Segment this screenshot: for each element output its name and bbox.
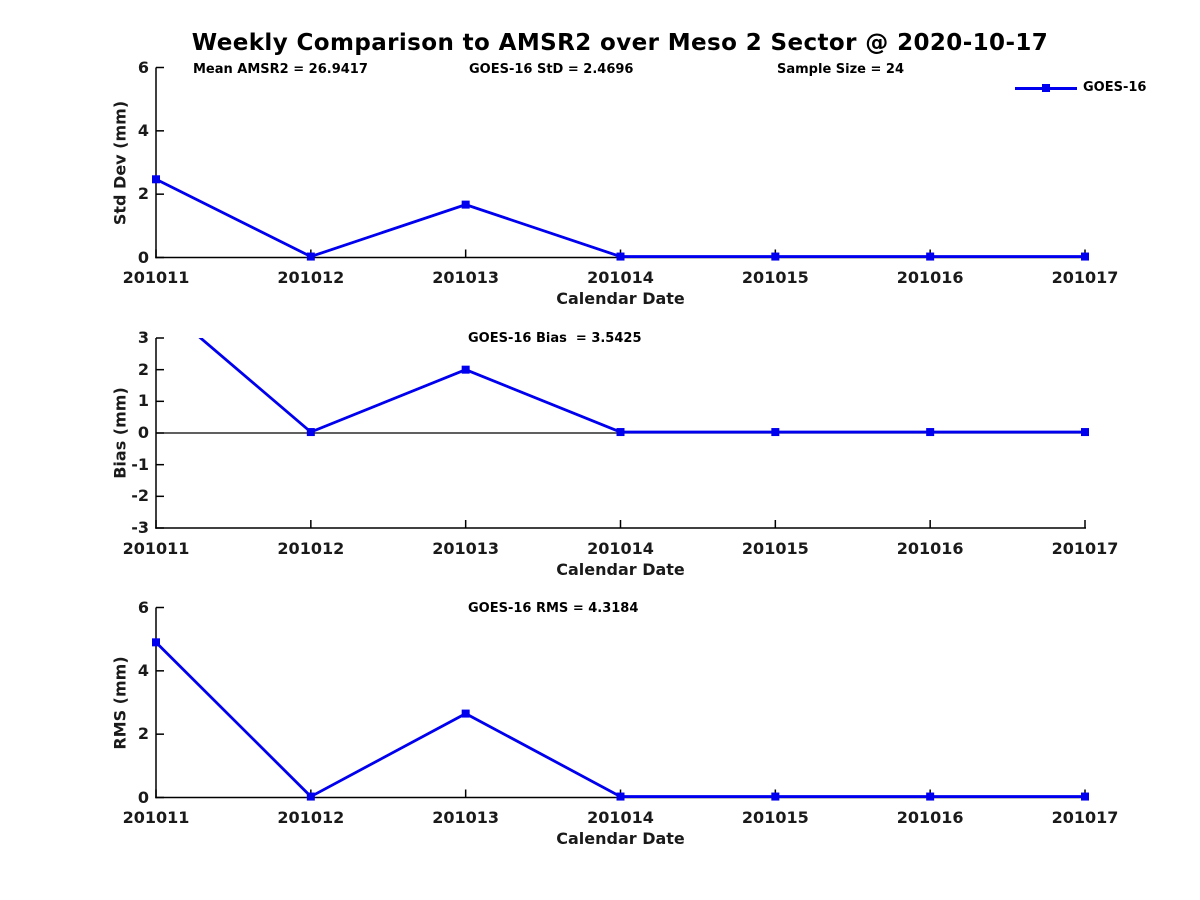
stddev-x-axis-label: Calendar Date [556,289,685,308]
x-tick-label: 201013 [432,538,500,558]
data-line [198,338,1085,434]
x-tick-label: 201016 [896,268,964,287]
rms-x-axis-label: Calendar Date [556,829,685,848]
x-tick-label: 201016 [896,538,964,558]
x-tick-label: 201011 [122,538,190,558]
data-marker [306,428,315,437]
x-tick-label: 201017 [1051,268,1119,287]
data-marker [152,638,160,647]
legend-label: GOES-16 [1083,80,1147,95]
data-marker [926,252,935,261]
legend: GOES-16 [1015,80,1185,96]
data-line [155,178,1085,259]
y-tick-label: -2 [131,486,149,506]
data-marker [926,792,935,801]
bias-x-axis-label: Calendar Date [556,559,685,579]
y-tick-label: 6 [137,57,149,77]
subplot-axes-0 [152,66,1089,261]
x-tick-label: 201017 [1051,808,1119,827]
x-tick-label: 201014 [587,808,654,827]
data-marker [306,252,315,261]
y-tick-label: 4 [137,120,149,140]
data-marker [771,252,780,261]
y-tick-label: 2 [137,184,149,204]
x-tick-label: 201011 [122,808,190,827]
y-tick-label: 2 [137,724,149,744]
stat-goes16-std: GOES-16 StD = 2.4696 [469,62,634,77]
y-tick-label: 0 [137,247,149,267]
x-tick-label: 201014 [587,268,654,287]
data-marker [616,428,625,437]
x-tick-label: 201012 [277,538,345,558]
data-line [155,641,1085,799]
data-marker [1081,792,1089,801]
data-marker [306,792,315,801]
x-tick-label: 201014 [587,538,654,558]
data-marker [616,252,625,261]
x-tick-label: 201012 [277,268,345,287]
x-tick-label: 201016 [896,808,964,827]
data-marker [771,792,780,801]
data-marker [461,365,470,374]
stat-mean-amsr2: Mean AMSR2 = 26.9417 [193,62,368,77]
x-tick-label: 201013 [432,268,500,287]
subplot-axes-1 [155,337,1089,529]
y-tick-label: -3 [131,518,149,537]
y-tick-label: 4 [137,660,149,680]
figure-title: Weekly Comparison to AMSR2 over Meso 2 S… [191,30,1049,56]
x-tick-label: 201015 [741,268,809,287]
y-tick-label: 0 [137,423,149,442]
x-tick-label: 201012 [277,808,345,827]
x-tick-label: 201011 [122,268,190,287]
data-marker [616,792,625,801]
x-tick-label: 201013 [432,808,500,827]
data-marker [461,709,470,718]
y-tick-label: 6 [137,597,149,617]
data-marker [926,428,935,437]
stat-sample-size: Sample Size = 24 [777,62,905,77]
x-tick-label: 201015 [741,808,809,827]
x-tick-label: 201015 [741,538,809,558]
y-tick-label: 0 [137,787,149,807]
x-tick-label: 201017 [1051,538,1119,558]
y-tick-label: -1 [131,454,149,474]
data-marker [1081,428,1089,437]
data-marker [771,428,780,437]
y-tick-label: 1 [137,391,149,411]
y-tick-label: 3 [137,328,149,347]
stat-goes16-rms: GOES-16 RMS = 4.3184 [468,601,639,616]
data-marker [461,200,470,209]
stddev-y-axis-label: Std Dev (mm) [110,100,130,225]
data-marker [1081,252,1089,261]
data-marker [152,175,160,184]
y-tick-label: 2 [137,359,149,379]
legend-marker-sample [1042,84,1050,92]
subplot-axes-2 [152,606,1089,801]
stat-goes16-bias: GOES-16 Bias = 3.5425 [468,331,642,346]
